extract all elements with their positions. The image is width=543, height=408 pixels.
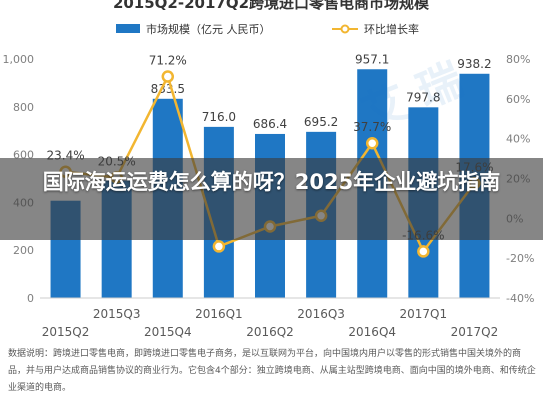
x-axis-tick-label: 2015Q4 bbox=[144, 325, 192, 339]
bar-value-label: 716.0 bbox=[202, 110, 236, 124]
x-axis-tick-label: 2016Q3 bbox=[297, 307, 345, 321]
growth-rate-point-2015Q4 bbox=[161, 70, 175, 83]
right-axis-tick-label: -20% bbox=[506, 252, 534, 265]
overlay-title: 国际海运运费怎么算的呀？2025年企业避坑指南 bbox=[42, 170, 501, 194]
bar-value-label: 833.5 bbox=[151, 82, 185, 96]
right-axis-tick-label: 40% bbox=[506, 133, 530, 146]
bar-value-label: 686.4 bbox=[253, 117, 287, 131]
legend-label-bar: 市场规模（亿元 人民币） bbox=[146, 22, 271, 36]
x-axis-tick-label: 2017Q2 bbox=[451, 325, 499, 339]
line-value-label: 71.2% bbox=[149, 54, 187, 68]
bar-value-label: 957.1 bbox=[355, 52, 389, 66]
chart: 2015Q2-2017Q2跨境进口零售电商市场规模 市场规模（亿元 人民币） 环… bbox=[3, 0, 535, 339]
x-axis-tick-label: 2015Q2 bbox=[42, 325, 90, 339]
x-axis-tick-label: 2015Q3 bbox=[93, 307, 141, 321]
right-axis-tick-label: -40% bbox=[506, 292, 534, 305]
legend: 市场规模（亿元 人民币） 环比增长率 bbox=[116, 22, 419, 36]
left-axis-tick-label: 0 bbox=[27, 292, 34, 305]
legend-swatch-marker bbox=[340, 24, 350, 34]
bar-value-label: 695.2 bbox=[304, 115, 338, 129]
x-axis-tick-label: 2017Q1 bbox=[400, 307, 448, 321]
legend-swatch-bar bbox=[116, 24, 140, 33]
data-note: 数据说明：跨境进口零售电商，即跨境进口零售电子商务，是以互联网为平台，向中国境内… bbox=[8, 349, 536, 393]
growth-rate-point-2017Q1 bbox=[417, 245, 430, 258]
x-axis-tick-label: 2016Q2 bbox=[246, 325, 294, 339]
left-axis-tick-label: 200 bbox=[13, 244, 34, 257]
left-axis-tick-label: 800 bbox=[13, 101, 34, 114]
title-overlay-band bbox=[0, 158, 543, 240]
left-axis-tick-label: 1,000 bbox=[3, 53, 35, 66]
chart-title: 2015Q2-2017Q2跨境进口零售电商市场规模 bbox=[113, 0, 430, 12]
bar-value-label: 797.8 bbox=[406, 90, 440, 104]
legend-label-line: 环比增长率 bbox=[364, 22, 419, 36]
growth-rate-point-2016Q1 bbox=[212, 240, 226, 253]
bar-value-label: 938.2 bbox=[457, 57, 491, 71]
line-value-label: 37.7% bbox=[353, 120, 391, 134]
growth-rate-point-2016Q4 bbox=[365, 136, 379, 150]
x-axis-tick-label: 2016Q4 bbox=[348, 325, 396, 339]
right-axis-tick-label: 80% bbox=[506, 53, 530, 66]
x-axis-tick-label: 2016Q1 bbox=[195, 307, 243, 321]
right-axis-tick-label: 60% bbox=[506, 93, 530, 106]
